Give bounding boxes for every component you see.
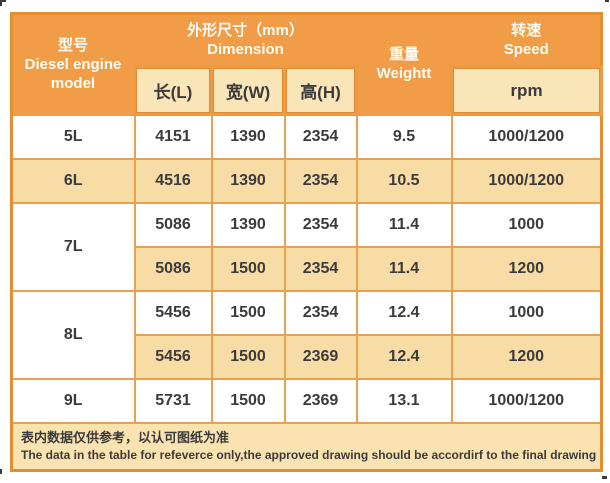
table-row: 5L 4151 1390 2354 9.5 1000/1200	[10, 113, 603, 160]
width-cell: 1500	[210, 245, 286, 292]
rpm-cell: 1000/1200	[450, 377, 603, 424]
weight-cell: 11.4	[355, 245, 453, 292]
rpm-cell: 1200	[450, 333, 603, 380]
model-cell: 5L	[10, 113, 136, 160]
header-model-zh: 型号	[57, 36, 88, 54]
weight-cell: 9.5	[355, 113, 453, 160]
length-cell: 5086	[133, 201, 213, 248]
header-dimension-en: Dimension	[207, 41, 284, 58]
footer-note-en: The data in the table for refeverce only…	[21, 448, 597, 463]
header-row-sub: 长(L) 宽(W) 高(H) rpm	[12, 65, 603, 116]
footer-note-zh: 表内数据仅供参考，以认可图纸为准	[21, 430, 230, 446]
weight-cell: 12.4	[355, 289, 453, 336]
header-dimension: 外形尺寸（mm） Dimension	[133, 12, 358, 68]
width-cell: 1500	[210, 289, 286, 336]
model-cell: 7L	[10, 201, 136, 292]
scan-artifact-corner	[605, 0, 609, 2]
engine-spec-table: 型号 Diesel engine model 外形尺寸（mm） Dimensio…	[10, 12, 603, 472]
table-row: 6L 4516 1390 2354 10.5 1000/1200	[10, 157, 603, 204]
header-row-top: 型号 Diesel engine model 外形尺寸（mm） Dimensio…	[10, 12, 603, 116]
header-model: 型号 Diesel engine model	[10, 12, 136, 116]
table-row: 5086 1500 2354 11.4 1200	[12, 245, 603, 292]
height-cell: 2354	[283, 157, 358, 204]
subheader-length: 长(L)	[133, 65, 213, 116]
weight-cell: 13.1	[355, 377, 453, 424]
height-cell: 2354	[283, 201, 358, 248]
model-cell: 8L	[10, 289, 136, 380]
scan-artifact-corner	[602, 476, 607, 479]
width-cell: 1390	[210, 113, 286, 160]
scan-artifact-corner	[0, 0, 6, 2]
header-speed-en: Speed	[503, 41, 549, 58]
table-row: 5456 1500 2369 12.4 1200	[12, 333, 603, 380]
header-model-en1: Diesel engine	[24, 55, 122, 73]
length-cell: 4151	[133, 113, 213, 160]
header-dimension-zh: 外形尺寸（mm）	[187, 22, 304, 39]
rpm-cell: 1000/1200	[450, 157, 603, 204]
length-cell: 5456	[133, 333, 213, 380]
rpm-cell: 1000	[450, 289, 603, 336]
table-row: 8L 5456 1500 2354 12.4 1000	[10, 289, 603, 380]
weight-cell: 10.5	[355, 157, 453, 204]
width-cell: 1500	[210, 333, 286, 380]
width-cell: 1500	[210, 377, 286, 424]
length-cell: 5731	[133, 377, 213, 424]
scan-artifact-corner	[0, 0, 2, 6]
length-cell: 5456	[133, 289, 213, 336]
footer-note-row: 表内数据仅供参考，以认可图纸为准 The data in the table f…	[10, 421, 603, 472]
length-cell: 5086	[133, 245, 213, 292]
scan-artifact-corner	[0, 469, 2, 474]
subheader-height: 高(H)	[283, 65, 358, 116]
header-weight-en: Weightt	[376, 65, 432, 83]
model-cell: 6L	[10, 157, 136, 204]
height-cell: 2369	[283, 333, 358, 380]
header-weight: 重量 Weightt	[355, 12, 453, 116]
height-cell: 2369	[283, 377, 358, 424]
height-cell: 2354	[283, 289, 358, 336]
weight-cell: 12.4	[355, 333, 453, 380]
table-row: 9L 5731 1500 2369 13.1 1000/1200	[10, 377, 603, 424]
rpm-cell: 1000/1200	[450, 113, 603, 160]
width-cell: 1390	[210, 157, 286, 204]
subheader-rpm: rpm	[450, 65, 603, 116]
height-cell: 2354	[283, 245, 358, 292]
weight-cell: 11.4	[355, 201, 453, 248]
header-model-en2: model	[50, 74, 96, 92]
subheader-width: 宽(W)	[210, 65, 286, 116]
header-speed-zh: 转速	[511, 22, 542, 39]
header-weight-zh: 重量	[388, 46, 419, 64]
table-row: 7L 5086 1390 2354 11.4 1000	[10, 201, 603, 292]
header-speed: 转速 Speed	[450, 12, 603, 68]
height-cell: 2354	[283, 113, 358, 160]
rpm-cell: 1000	[450, 201, 603, 248]
length-cell: 4516	[133, 157, 213, 204]
width-cell: 1390	[210, 201, 286, 248]
footer-note-cell: 表内数据仅供参考，以认可图纸为准 The data in the table f…	[10, 421, 603, 472]
rpm-cell: 1200	[450, 245, 603, 292]
model-cell: 9L	[10, 377, 136, 424]
